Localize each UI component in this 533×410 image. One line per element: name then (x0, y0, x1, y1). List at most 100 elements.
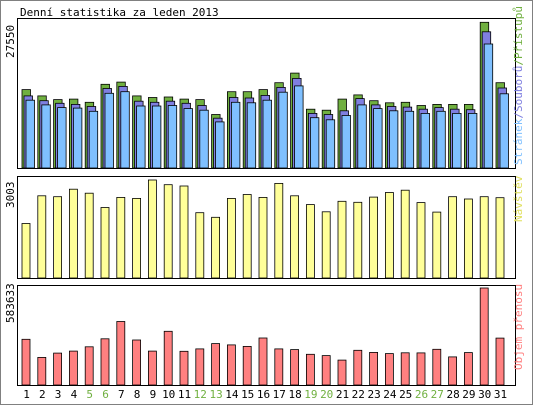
xtick-day-9: 9 (150, 388, 157, 401)
bar-visits-day-6 (100, 207, 110, 279)
bar-volume-day-3 (53, 352, 62, 386)
xtick-day-27: 27 (431, 388, 444, 401)
bar-volume-day-23 (369, 351, 379, 386)
bar-pages-day-16 (262, 99, 272, 169)
xtick-day-19: 19 (304, 388, 317, 401)
bar-pages-day-23 (373, 108, 383, 169)
xtick-day-18: 18 (288, 388, 301, 401)
xtick-day-21: 21 (336, 388, 349, 401)
bar-pages-day-29 (467, 113, 478, 169)
bar-volume-day-6 (100, 338, 110, 386)
xtick-day-5: 5 (86, 388, 93, 401)
bar-visits-day-7 (116, 196, 126, 279)
bar-volume-day-2 (37, 356, 47, 386)
bar-visits-day-8 (132, 197, 142, 279)
bar-pages-day-10 (167, 105, 178, 169)
ylabel-files: Souborů (512, 66, 525, 112)
bar-volume-day-12 (195, 348, 205, 386)
bar-pages-day-9 (151, 105, 162, 169)
bar-volume-day-5 (84, 346, 94, 386)
xtick-day-10: 10 (162, 388, 175, 401)
bar-visits-day-26 (416, 202, 426, 279)
bar-pages-day-26 (420, 113, 430, 169)
bar-pages-day-1 (25, 99, 35, 169)
bar-pages-day-20 (325, 119, 336, 169)
xtick-day-12: 12 (194, 388, 207, 401)
bar-volume-day-7 (116, 321, 126, 386)
bar-visits-day-5 (84, 192, 94, 279)
bars-main (21, 21, 509, 169)
bar-visits-day-23 (369, 196, 379, 279)
bar-volume-day-16 (258, 337, 268, 386)
xtick-day-8: 8 (134, 388, 141, 401)
bar-visits-day-27 (432, 211, 442, 279)
bar-volume-day-21 (337, 359, 347, 386)
bar-pages-day-4 (73, 107, 83, 169)
bar-pages-day-7 (120, 91, 130, 169)
bar-visits-day-21 (337, 200, 347, 279)
bar-visits-day-16 (258, 196, 268, 279)
bar-pages-day-14 (230, 101, 241, 169)
bar-pages-day-31 (499, 93, 509, 169)
bar-pages-day-17 (278, 91, 288, 169)
bar-volume-day-9 (147, 350, 157, 386)
xtick-day-17: 17 (273, 388, 286, 401)
ylabel-sep-1: / (512, 112, 525, 119)
bar-visits-day-30 (479, 196, 489, 279)
bar-pages-day-27 (436, 110, 446, 169)
bar-visits-day-20 (321, 211, 331, 279)
xtick-day-16: 16 (257, 388, 270, 401)
xtick-day-25: 25 (399, 388, 412, 401)
bar-visits-day-22 (353, 201, 363, 279)
bar-visits-day-9 (147, 179, 157, 279)
xtick-day-20: 20 (320, 388, 333, 401)
bar-visits-day-13 (211, 216, 221, 279)
xtick-day-6: 6 (102, 388, 109, 401)
bars-volume (21, 287, 505, 386)
bar-pages-day-5 (88, 110, 99, 169)
bar-volume-day-15 (242, 345, 252, 386)
bar-volume-day-11 (179, 350, 189, 386)
bar-volume-day-24 (384, 353, 394, 386)
bar-visits-day-17 (274, 182, 284, 279)
bars-visits (21, 179, 505, 279)
bar-volume-day-8 (132, 339, 142, 386)
bar-volume-day-27 (432, 348, 442, 386)
ytick-max-volume: 583633 (4, 283, 17, 323)
bar-visits-day-31 (495, 197, 505, 279)
xtick-day-1: 1 (23, 388, 30, 401)
bar-volume-day-13 (211, 343, 221, 386)
xtick-day-2: 2 (39, 388, 46, 401)
bar-volume-day-30 (479, 287, 489, 386)
bar-pages-day-18 (294, 85, 304, 169)
bar-pages-day-21 (341, 115, 351, 169)
bar-volume-day-14 (226, 344, 236, 386)
bar-pages-day-11 (183, 108, 193, 169)
bar-volume-day-4 (69, 350, 78, 386)
bar-visits-day-18 (290, 195, 300, 279)
bar-visits-day-15 (242, 194, 252, 279)
bar-pages-day-28 (452, 113, 462, 169)
bar-pages-day-22 (357, 104, 367, 169)
bar-volume-day-22 (353, 349, 363, 386)
bar-pages-day-12 (199, 109, 209, 169)
bar-visits-day-10 (163, 184, 173, 279)
bar-volume-day-20 (321, 355, 331, 386)
xtick-day-14: 14 (225, 388, 239, 401)
bar-visits-day-19 (305, 204, 315, 279)
bar-visits-day-29 (463, 198, 473, 279)
bar-pages-day-13 (215, 121, 225, 169)
xtick-day-13: 13 (209, 388, 222, 401)
bar-visits-day-3 (53, 196, 62, 279)
xtick-day-23: 23 (367, 388, 380, 401)
bar-visits-day-24 (384, 192, 394, 279)
bar-volume-day-25 (400, 352, 410, 386)
bar-volume-day-18 (290, 349, 300, 386)
bar-pages-day-2 (41, 104, 51, 169)
chart-title: Denní statistika za leden 2013 (20, 6, 219, 19)
bar-visits-day-2 (37, 195, 47, 279)
bar-visits-day-11 (179, 185, 189, 279)
bar-volume-day-1 (21, 338, 31, 386)
